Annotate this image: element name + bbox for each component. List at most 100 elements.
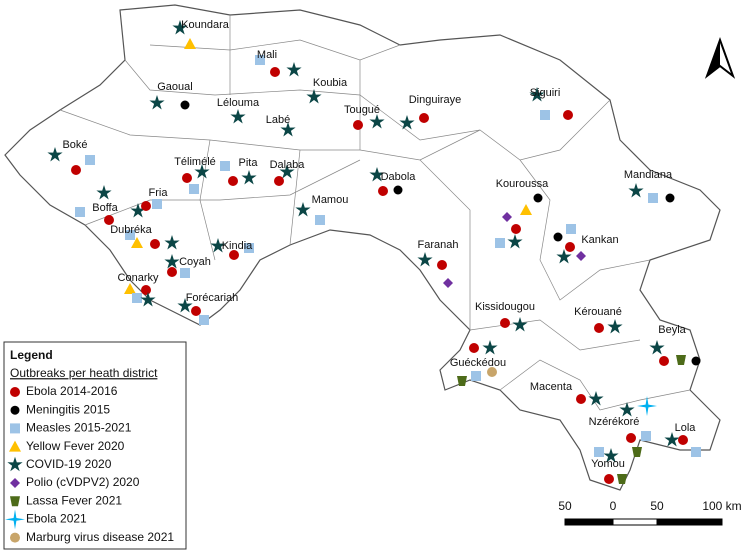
district-label: Koundara bbox=[181, 19, 230, 31]
district-label: Kérouané bbox=[574, 306, 622, 318]
covid-marker bbox=[130, 203, 146, 218]
yellow-fever-marker bbox=[9, 440, 21, 452]
legend-subtitle: Outbreaks per heath district bbox=[10, 366, 158, 380]
meningitis-marker bbox=[533, 193, 543, 203]
measles-marker bbox=[152, 199, 162, 209]
ebola-marker bbox=[604, 474, 614, 484]
covid-marker bbox=[603, 448, 619, 463]
covid-marker bbox=[628, 183, 644, 198]
measles-marker bbox=[189, 184, 199, 194]
district-label: Nzérékoré bbox=[589, 416, 640, 428]
district-label: Coyah bbox=[179, 256, 211, 268]
meningitis-marker bbox=[10, 405, 20, 415]
scale-bar bbox=[564, 518, 723, 526]
meningitis-marker bbox=[691, 356, 701, 366]
ebola-marker bbox=[659, 356, 669, 366]
covid-marker bbox=[369, 114, 385, 129]
lassa-marker bbox=[10, 496, 20, 507]
district-label: Boké bbox=[62, 139, 87, 151]
yellow-fever-marker bbox=[124, 283, 136, 294]
district-label: Kissidougou bbox=[475, 301, 535, 313]
district-label: Gaoual bbox=[157, 81, 192, 93]
north-arrow bbox=[704, 37, 736, 79]
legend-title: Legend bbox=[10, 348, 53, 362]
measles-marker bbox=[691, 447, 701, 457]
covid-marker bbox=[588, 391, 604, 406]
district-label: Boffa bbox=[92, 202, 118, 214]
ebola-marker bbox=[141, 285, 151, 295]
covid-marker bbox=[241, 170, 257, 185]
covid-marker bbox=[96, 185, 112, 200]
ebola-marker bbox=[191, 306, 201, 316]
ebola-marker bbox=[141, 201, 151, 211]
lassa-marker bbox=[457, 376, 467, 386]
lassa-marker bbox=[632, 447, 642, 457]
measles-marker bbox=[75, 207, 85, 217]
measles-marker bbox=[471, 371, 481, 381]
ebola-marker bbox=[511, 224, 521, 234]
ebola-marker bbox=[274, 176, 284, 186]
measles-marker bbox=[641, 431, 651, 441]
ebola-marker bbox=[167, 267, 177, 277]
measles-marker bbox=[132, 293, 142, 303]
covid-marker bbox=[507, 234, 523, 249]
covid-marker bbox=[164, 254, 180, 269]
covid-marker bbox=[649, 340, 665, 355]
ebola-marker bbox=[469, 343, 479, 353]
ebola-marker bbox=[500, 318, 510, 328]
marburg-marker bbox=[487, 367, 497, 377]
meningitis-marker bbox=[393, 185, 403, 195]
ebola-marker bbox=[626, 433, 636, 443]
district-label: Dalaba bbox=[270, 159, 306, 171]
marburg-marker bbox=[10, 532, 20, 543]
scale-label: 50 bbox=[558, 499, 572, 513]
district-label: Kankan bbox=[581, 234, 618, 246]
measles-marker bbox=[594, 447, 604, 457]
ebola-marker bbox=[419, 113, 429, 123]
ebola-marker bbox=[10, 387, 20, 397]
covid-marker bbox=[399, 115, 415, 130]
markers bbox=[5, 20, 701, 543]
covid-marker bbox=[194, 164, 210, 179]
district-label: Fria bbox=[149, 187, 169, 199]
ebola-marker bbox=[576, 394, 586, 404]
covid-marker bbox=[369, 167, 385, 182]
covid-marker bbox=[172, 20, 188, 35]
covid-marker bbox=[607, 319, 623, 334]
measles-marker bbox=[10, 423, 20, 434]
district-boundaries bbox=[59, 15, 691, 411]
polio-marker bbox=[443, 278, 453, 288]
ebola-marker bbox=[229, 250, 239, 260]
ebola-marker bbox=[150, 239, 160, 249]
district-label: Faranah bbox=[418, 239, 459, 251]
ebola-marker bbox=[594, 323, 604, 333]
ebola-marker bbox=[437, 260, 447, 270]
covid-marker bbox=[149, 95, 165, 110]
covid-marker bbox=[295, 202, 311, 217]
lassa-marker bbox=[617, 474, 627, 484]
district-label: Siguiri bbox=[530, 87, 561, 99]
covid-marker bbox=[140, 292, 156, 307]
district-label: Lola bbox=[675, 422, 697, 434]
ebola-marker bbox=[228, 176, 238, 186]
meningitis-marker bbox=[180, 100, 190, 110]
meningitis-marker bbox=[665, 193, 675, 203]
polio-marker bbox=[10, 478, 20, 488]
covid-marker bbox=[210, 238, 226, 253]
district-label: Yomou bbox=[591, 458, 625, 470]
legend-item: Lassa Fever 2021 bbox=[26, 493, 122, 507]
legend-item: Measles 2015-2021 bbox=[26, 421, 132, 435]
district-label: Guéckédou bbox=[450, 357, 506, 369]
district-label: Lélouma bbox=[217, 97, 260, 109]
covid-marker bbox=[619, 402, 635, 417]
ebola-marker bbox=[378, 186, 388, 196]
covid-marker bbox=[47, 147, 63, 162]
covid-marker bbox=[556, 249, 572, 264]
scale-label: 100 km bbox=[702, 499, 741, 513]
measles-marker bbox=[220, 161, 230, 171]
measles-marker bbox=[85, 155, 95, 165]
legend-item: COVID-19 2020 bbox=[26, 457, 112, 471]
legend-item: Ebola 2021 bbox=[26, 512, 87, 526]
district-label: Dabola bbox=[381, 171, 417, 183]
ebola-marker bbox=[182, 173, 192, 183]
